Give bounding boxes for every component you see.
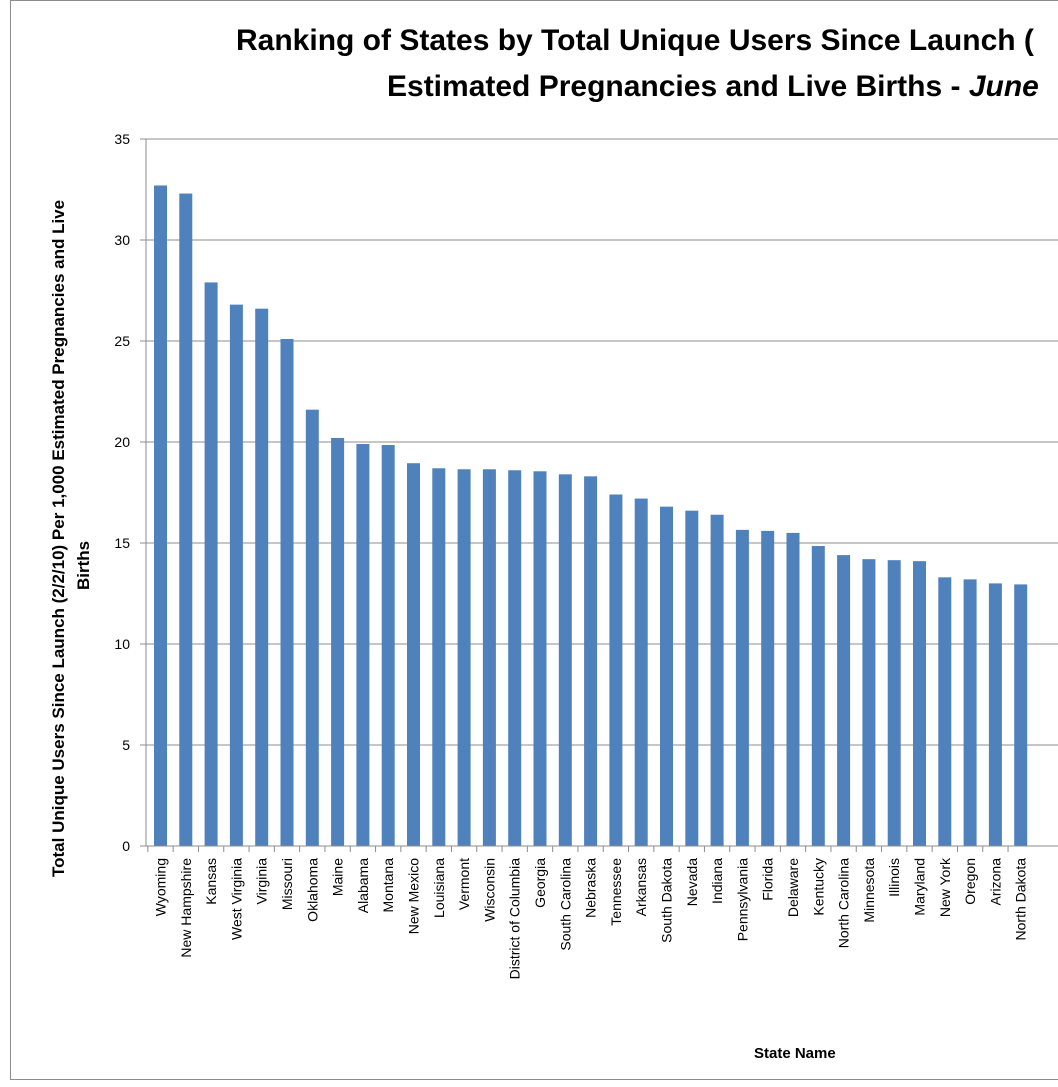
- x-category-label: Montana: [380, 858, 396, 913]
- y-tick-label: 10: [114, 636, 130, 652]
- x-category-label: New Hampshire: [178, 858, 194, 958]
- x-category-label: Arizona: [987, 858, 1003, 906]
- chart-title-em: June: [969, 70, 1039, 103]
- bar: [482, 469, 496, 846]
- bar: [280, 338, 294, 846]
- chart-title-line-2-text: Estimated Pregnancies and Live Births -: [387, 70, 969, 103]
- bar: [204, 282, 218, 846]
- y-tick-label: 35: [114, 131, 130, 147]
- axes: [145, 139, 1058, 847]
- bar: [710, 514, 724, 846]
- x-category-label: Florida: [760, 858, 776, 901]
- x-category-label: West Virginia: [228, 858, 244, 940]
- x-category-label: Vermont: [456, 858, 472, 910]
- bar: [685, 510, 699, 846]
- x-category-label: Maryland: [912, 858, 928, 916]
- chart-title: Ranking of States by Total Unique Users …: [236, 24, 1039, 103]
- x-category-label: Wisconsin: [481, 858, 497, 922]
- bar: [887, 560, 901, 846]
- y-tick-labels: 0 5 10 15 20 25 30 35: [114, 131, 130, 854]
- bar: [356, 444, 370, 846]
- x-category-label: Wyoming: [153, 858, 169, 916]
- x-category-label: South Carolina: [557, 858, 573, 951]
- x-category-label: Minnesota: [861, 858, 877, 923]
- bar: [457, 469, 471, 846]
- bar: [862, 559, 876, 846]
- bar: [963, 579, 977, 846]
- bar: [381, 445, 395, 846]
- y-tick-label: 15: [114, 535, 130, 551]
- x-category-labels: Wyoming New Hampshire Kansas West Virginia V…: [153, 857, 1029, 979]
- chart-title-line-1: Ranking of States by Total Unique Users …: [236, 24, 1034, 57]
- bar: [255, 308, 269, 846]
- x-category-label: North Carolina: [836, 858, 852, 948]
- bar: [331, 437, 345, 846]
- x-category-label: Kansas: [203, 858, 219, 905]
- x-category-label: Alabama: [355, 858, 371, 913]
- bars: [147, 185, 1028, 852]
- bar: [634, 498, 648, 846]
- x-category-label: New York: [937, 857, 953, 917]
- bar: [609, 494, 623, 846]
- x-category-label: Oklahoma: [304, 858, 320, 922]
- x-category-label: Missouri: [279, 858, 295, 910]
- x-category-label: Oregon: [962, 858, 978, 905]
- bar: [938, 577, 952, 846]
- bar: [1014, 584, 1028, 846]
- x-category-label: District of Columbia: [507, 858, 523, 980]
- y-axis-title: Total Unique Users Since Launch (2/2/10)…: [49, 200, 93, 877]
- x-category-label: Arkansas: [633, 858, 649, 916]
- bar: [533, 471, 547, 846]
- bar: [154, 185, 167, 846]
- x-category-label: Virginia: [254, 858, 270, 905]
- bar: [988, 583, 1002, 846]
- bar: [584, 476, 598, 846]
- bar: [179, 193, 193, 847]
- x-axis-title: State Name: [754, 1045, 836, 1062]
- bar: [229, 304, 243, 846]
- x-category-label: Delaware: [785, 858, 801, 917]
- chart-frame: [10, 0, 1058, 1080]
- x-category-label: South Dakota: [659, 858, 675, 943]
- x-category-label: Georgia: [532, 858, 548, 908]
- x-category-label: Louisiana: [431, 858, 447, 918]
- x-category-label: North Dakota: [1013, 858, 1029, 941]
- x-category-label: Nevada: [684, 858, 700, 906]
- chart-title-line-2: Estimated Pregnancies and Live Births - …: [387, 70, 1039, 103]
- bar: [407, 463, 420, 846]
- y-axis-title-line-1: Total Unique Users Since Launch (2/2/10)…: [49, 200, 68, 877]
- x-category-label: Kentucky: [810, 858, 826, 916]
- y-axis-title-line-2: Births: [74, 541, 93, 590]
- y-tick-label: 20: [114, 434, 130, 450]
- y-tick-label: 25: [114, 333, 130, 349]
- x-category-label: Illinois: [886, 858, 902, 897]
- bar: [432, 468, 446, 846]
- bar: [811, 546, 825, 846]
- bar: [660, 506, 673, 846]
- bar: [786, 532, 800, 846]
- bar: [913, 561, 926, 846]
- bar: [735, 529, 749, 846]
- x-category-label: Nebraska: [583, 858, 599, 918]
- bar: [558, 474, 572, 846]
- bar: [761, 530, 775, 846]
- bar: [508, 470, 522, 846]
- bar: [837, 555, 851, 846]
- x-category-label: New Mexico: [406, 858, 422, 934]
- y-tick-label: 5: [122, 737, 130, 753]
- y-tick-label: 30: [114, 232, 130, 248]
- gridlines: [140, 138, 1058, 847]
- y-tick-label: 0: [122, 838, 130, 854]
- x-category-label: Maine: [330, 858, 346, 896]
- x-category-label: Tennessee: [608, 858, 624, 926]
- bar: [305, 409, 319, 846]
- x-category-label: Indiana: [709, 858, 725, 904]
- x-category-label: Pennsylvania: [734, 858, 750, 941]
